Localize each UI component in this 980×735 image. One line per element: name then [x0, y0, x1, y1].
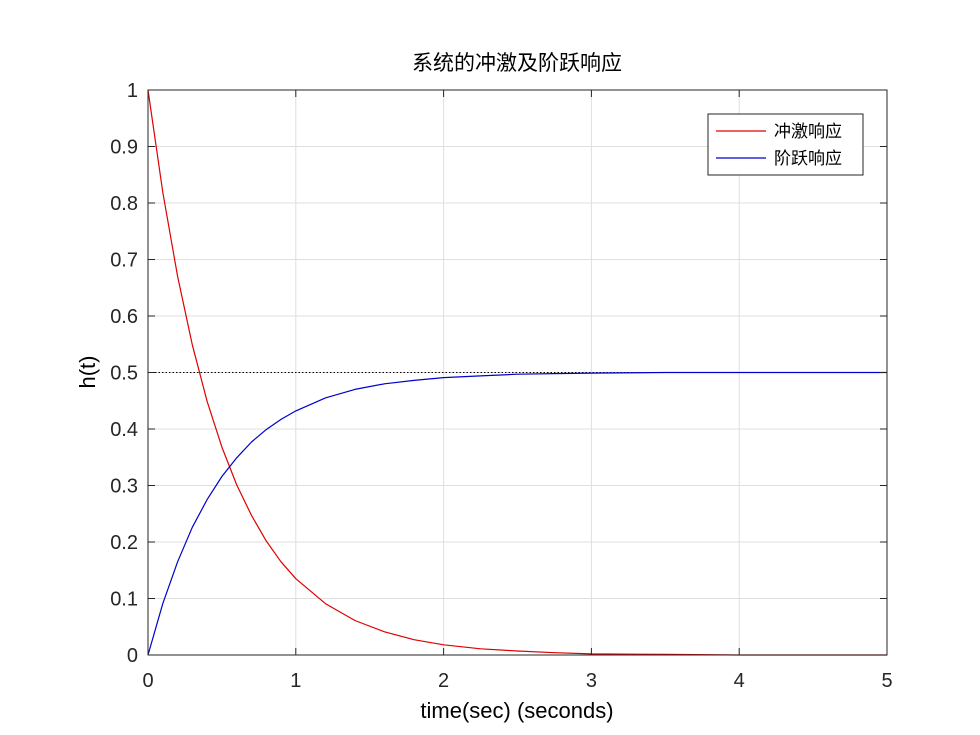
step-response-line	[147, 371, 887, 656]
y-tick-label: 0.9	[110, 137, 138, 159]
y-tick-label: 1	[127, 80, 138, 102]
x-tick-label: 1	[290, 670, 301, 692]
y-tick-label: 0.3	[110, 476, 138, 498]
y-tick-label: 0.6	[110, 306, 138, 328]
impulse-response-line	[147, 89, 887, 656]
x-tick-label: 5	[881, 670, 892, 692]
legend-label-impulse: 冲激响应	[774, 122, 842, 142]
series-layer	[147, 89, 887, 656]
y-tick-label: 0.7	[110, 250, 138, 272]
y-tick-label: 0	[127, 645, 138, 667]
x-tick-label: 2	[438, 670, 449, 692]
x-tick-label: 3	[586, 670, 597, 692]
x-axis-label: time(sec) (seconds)	[420, 698, 613, 723]
x-tick-label: 4	[734, 670, 745, 692]
legend-label-step: 阶跃响应	[774, 149, 842, 169]
y-tick-label: 0.2	[110, 532, 138, 554]
x-tick-label: 0	[142, 670, 153, 692]
legend-box	[707, 113, 864, 176]
y-tick-label: 0.8	[110, 193, 138, 215]
y-tick-label: 0.1	[110, 589, 138, 611]
y-axis-label: h(t)	[75, 356, 100, 389]
y-tick-labels: 0 0.1 0.2 0.3 0.4 0.5 0.6 0.7 0.8 0.9 1	[110, 80, 138, 667]
y-tick-label: 0.5	[110, 363, 138, 385]
chart-title: 系统的冲激及阶跃响应	[412, 51, 622, 75]
y-tick-label: 0.4	[110, 419, 138, 441]
ticks	[147, 89, 888, 656]
x-tick-labels: 0 1 2 3 4 5	[142, 670, 892, 692]
legend: 冲激响应 阶跃响应	[707, 113, 864, 176]
